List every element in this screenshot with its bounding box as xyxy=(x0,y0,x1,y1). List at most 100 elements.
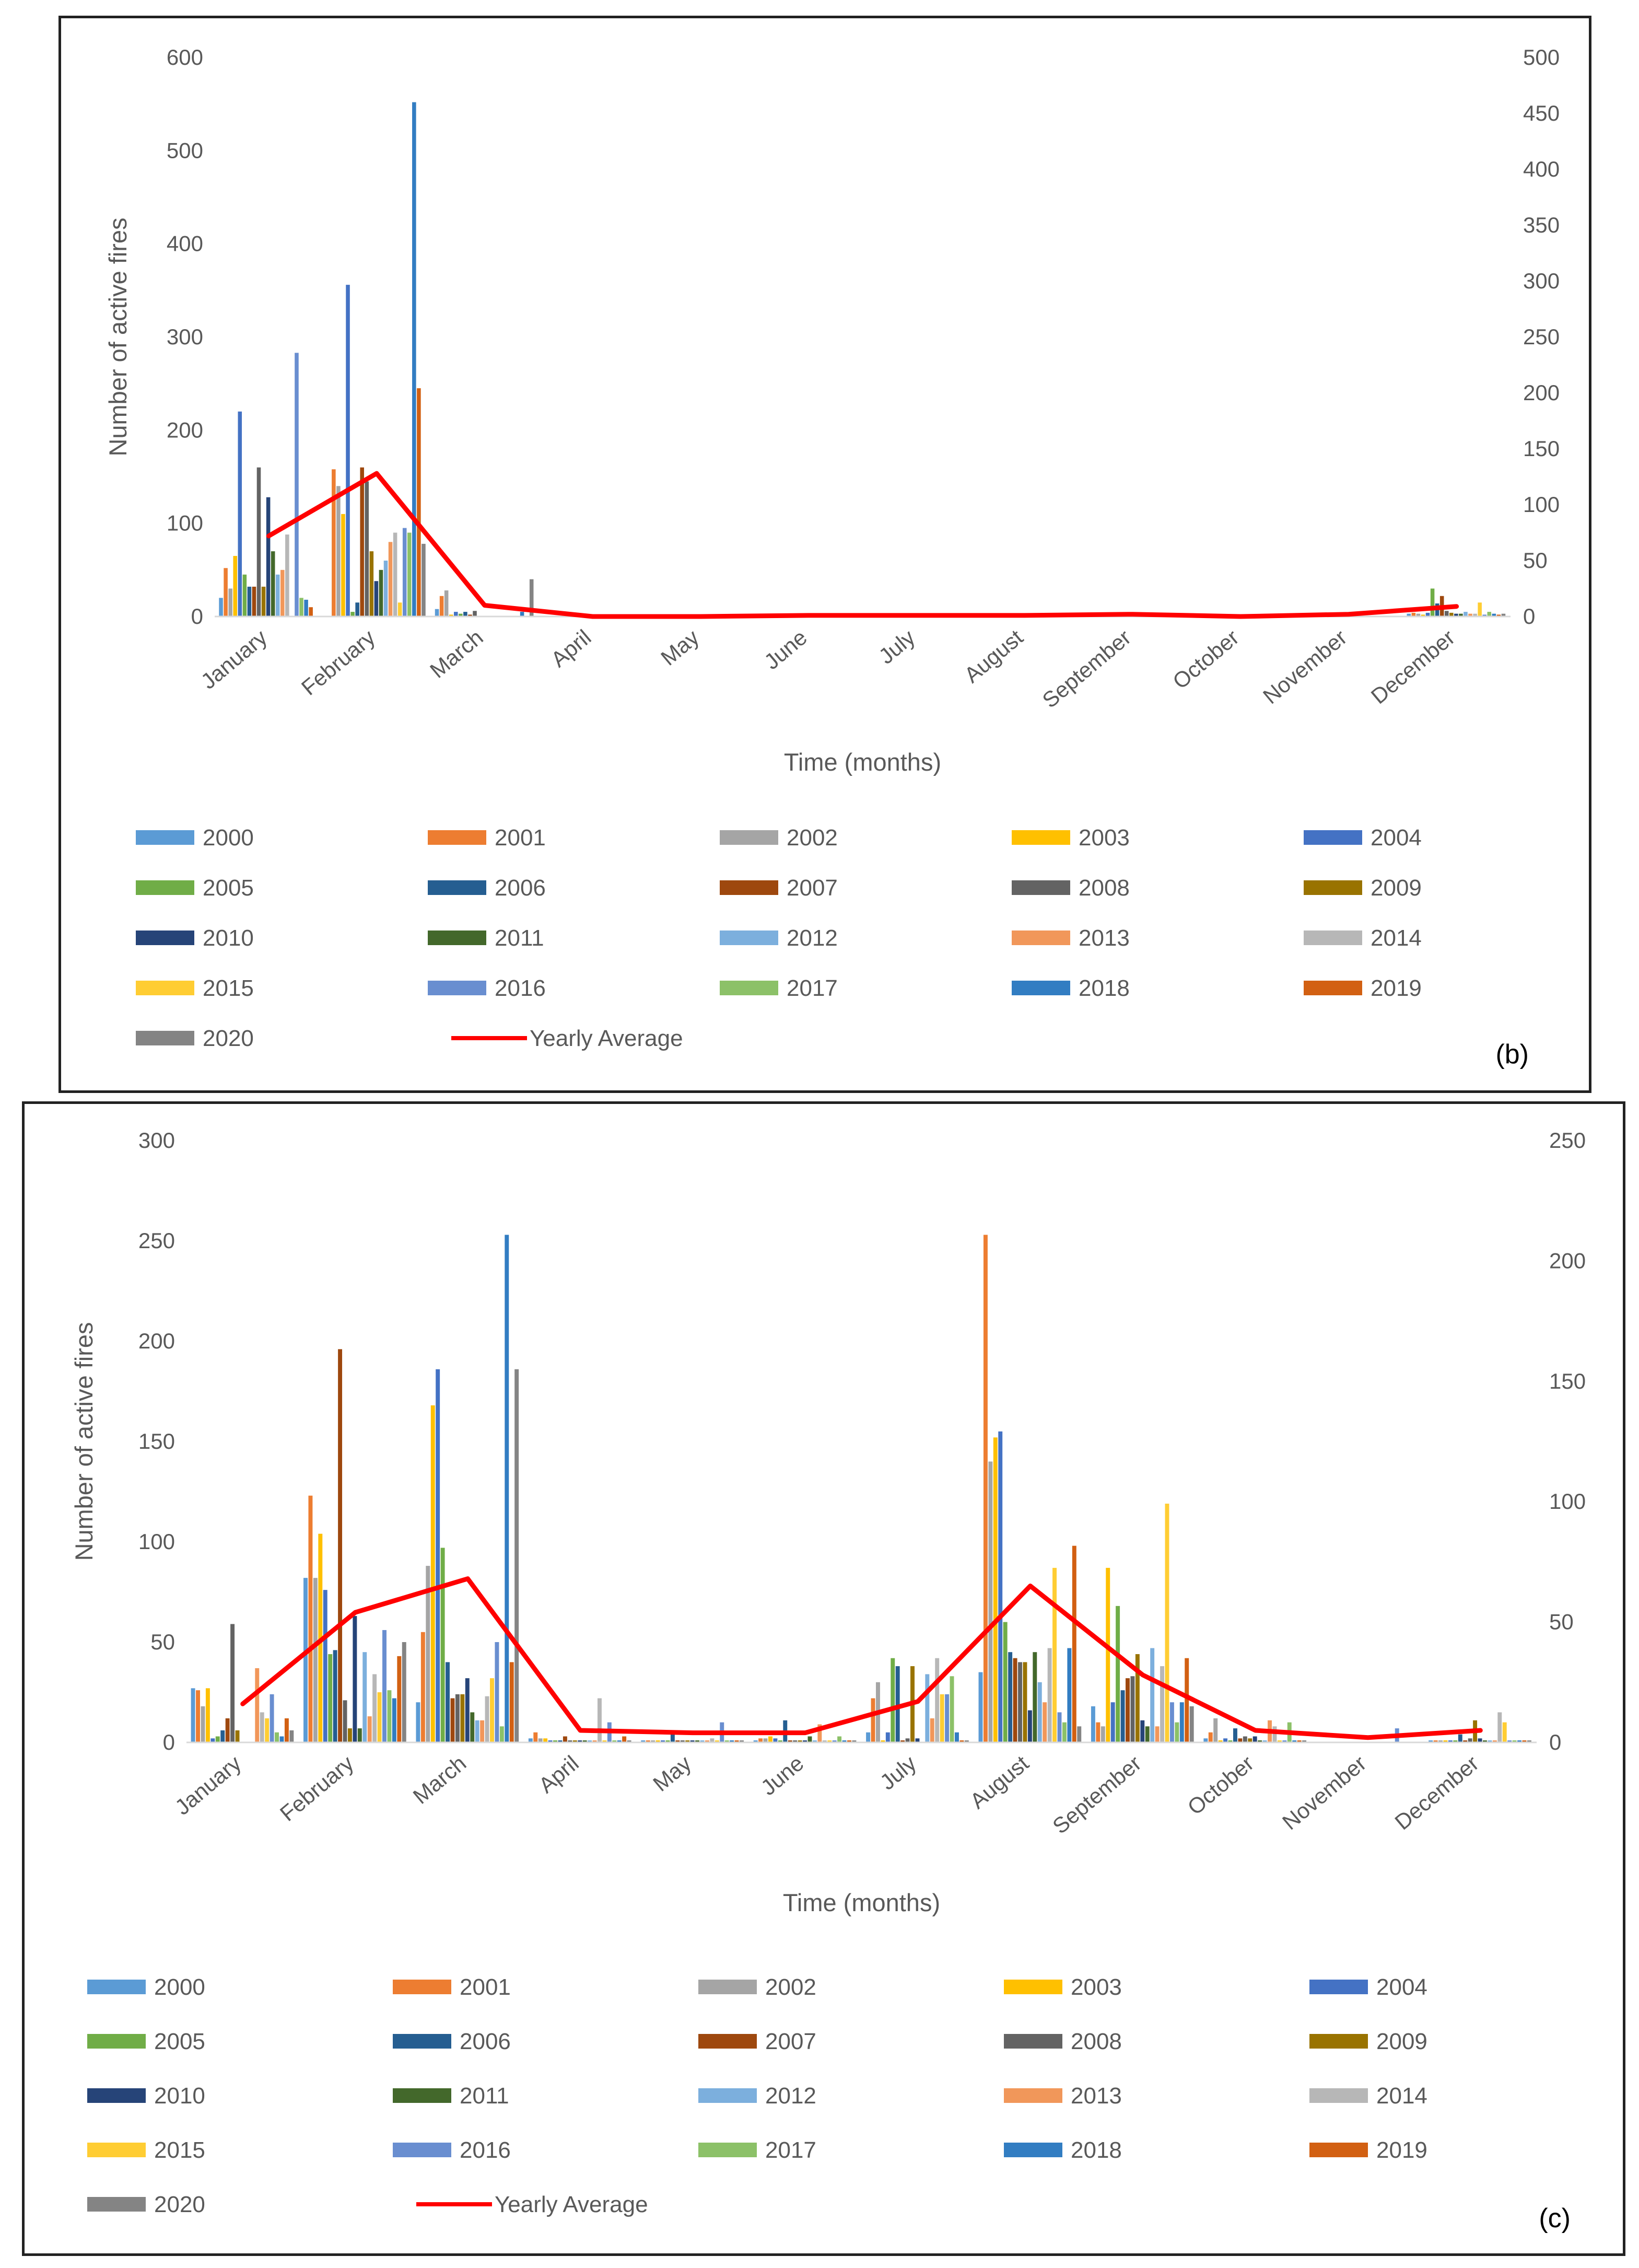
chart-c-legend-swatch-2020 xyxy=(87,2197,146,2212)
chart-b-bar-2001-january xyxy=(224,568,228,617)
chart-b-bar-2011-december xyxy=(1459,613,1463,617)
chart-c-bar-2011-march xyxy=(470,1712,475,1742)
chart-b-x-tick-label: December xyxy=(1366,625,1460,709)
chart-panel-c: 0 50 100 150 200 250 300 0 50 100 150 200 250 January… xyxy=(22,1101,1625,2256)
chart-c-legend-swatch-2006 xyxy=(393,2034,451,2049)
chart-c-bar-2017-april xyxy=(612,1740,617,1742)
chart-b-legend-swatch-2000 xyxy=(136,830,194,845)
chart-b-legend-swatch-2015 xyxy=(136,981,194,995)
chart-b-bar-2003-december xyxy=(1421,614,1425,617)
chart-c-bar-2014-october xyxy=(1272,1726,1277,1742)
chart-c-y-tick-label: 150 xyxy=(138,1429,175,1453)
chart-c-bar-2014-june xyxy=(822,1740,827,1742)
chart-b-x-tick-label: March xyxy=(425,625,488,683)
chart-b-legend-label: 2011 xyxy=(495,925,544,951)
chart-b-legend-label: 2003 xyxy=(1079,825,1130,851)
chart-c-bar-2008-may xyxy=(680,1740,685,1742)
chart-b-bar-2005-february xyxy=(350,612,355,617)
chart-c-bar-2007-september xyxy=(1126,1678,1130,1742)
chart-c-y-tick-label: 300 xyxy=(138,1128,175,1153)
chart-c-x-tick-label: March xyxy=(408,1751,471,1809)
chart-c-x-tick-label: May xyxy=(648,1751,696,1796)
chart-c-bar-2012-july xyxy=(925,1674,930,1742)
chart-c-bar-2015-march xyxy=(490,1678,494,1742)
chart-c-legend-swatch-2013 xyxy=(1004,2088,1062,2103)
chart-c-bar-2019-may xyxy=(734,1740,739,1742)
chart-b-x-tick-label: September xyxy=(1038,625,1136,713)
chart-b-legend-swatch-2017 xyxy=(720,981,778,995)
chart-c-bar-2018-october xyxy=(1292,1740,1297,1742)
chart-c-bar-2006-may xyxy=(670,1734,675,1742)
chart-b-x-tick-label: November xyxy=(1258,625,1352,709)
chart-c-x-axis-title: Time (months) xyxy=(783,1889,940,1916)
chart-c-bar-2016-january xyxy=(270,1694,274,1742)
chart-b-bar-2002-march xyxy=(444,590,449,617)
chart-b-legend-label: Yearly Average xyxy=(530,1026,683,1051)
chart-c-bar-2011-august xyxy=(1033,1652,1037,1742)
chart-b-bar-2006-january xyxy=(247,586,252,617)
chart-b-bar-2014-february xyxy=(393,532,397,617)
chart-c-bar-2007-august xyxy=(1013,1658,1017,1742)
chart-c-bar-2017-december xyxy=(1512,1740,1517,1742)
chart-c-bar-2001-april xyxy=(533,1732,538,1742)
chart-c-bar-2005-april xyxy=(553,1740,557,1742)
chart-c-legend-label: 2010 xyxy=(154,2083,205,2109)
chart-c-legend-label: 2014 xyxy=(1376,2083,1427,2109)
chart-c-bar-2016-july xyxy=(945,1694,950,1742)
chart-c-bar-2011-april xyxy=(582,1740,587,1742)
chart-b-legend-label: 2001 xyxy=(495,825,546,851)
chart-c-bar-2017-july xyxy=(950,1676,954,1742)
chart-c-bar-2002-february xyxy=(313,1578,318,1742)
chart-b-bar-2020-march xyxy=(529,579,534,617)
chart-c-bar-2018-may xyxy=(730,1740,734,1742)
chart-b-legend-label: 2010 xyxy=(203,925,254,951)
chart-c-bar-2009-january xyxy=(235,1730,240,1742)
chart-c-bar-2019-march xyxy=(509,1662,514,1742)
chart-b-legend-label: 2008 xyxy=(1079,875,1130,901)
chart-c-bar-2010-august xyxy=(1027,1710,1032,1742)
chart-c-bar-2001-march xyxy=(420,1632,425,1742)
chart-b-x-axis-title: Time (months) xyxy=(784,748,941,776)
chart-b-y-axis-title: Number of active fires xyxy=(104,217,132,456)
chart-b-legend-swatch-2007 xyxy=(720,880,778,895)
chart-b-legend-swatch-2013 xyxy=(1012,931,1070,945)
chart-b-bar-2019-december xyxy=(1496,614,1501,617)
chart-c-y-tick-label: 0 xyxy=(163,1730,175,1754)
chart-c-bar-2020-august xyxy=(1077,1726,1082,1742)
chart-c-bar-2005-february xyxy=(328,1654,333,1742)
chart-c-bar-2010-february xyxy=(353,1616,357,1742)
chart-b-legend-swatch-2016 xyxy=(428,981,486,995)
chart-c-bar-2009-may xyxy=(685,1740,690,1742)
chart-b-bar-2012-february xyxy=(383,561,388,617)
chart-c-bar-2006-october xyxy=(1233,1728,1237,1742)
chart-c-legend-label: Yearly Average xyxy=(495,2192,648,2217)
chart-c-bar-2017-january xyxy=(275,1732,279,1742)
chart-b-x-tick-label: June xyxy=(759,625,812,674)
chart-c-y-tick-label: 50 xyxy=(150,1630,175,1654)
chart-b-bar-2011-january xyxy=(271,551,275,617)
chart-b-legend-swatch-2012 xyxy=(720,931,778,945)
chart-c-bar-2012-april xyxy=(588,1740,592,1742)
chart-b-bar-2005-march xyxy=(459,613,463,617)
chart-c-bar-2011-february xyxy=(357,1728,362,1742)
chart-c-bar-2019-january xyxy=(284,1718,289,1742)
chart-c-svg: 0 50 100 150 200 250 300 0 50 100 150 200 250 January… xyxy=(70,1128,1586,2234)
chart-b-legend-swatch-2008 xyxy=(1012,880,1070,895)
chart-c-legend-label: 2011 xyxy=(460,2083,509,2109)
chart-c-bar-2019-august xyxy=(1072,1545,1076,1742)
chart-c-x-tick-label: July xyxy=(875,1751,921,1795)
chart-b-y2-tick-label: 500 xyxy=(1523,45,1560,69)
chart-c-bar-2004-december xyxy=(1448,1740,1453,1742)
chart-c-bar-2008-december xyxy=(1468,1738,1472,1742)
chart-c-bar-2013-july xyxy=(930,1718,934,1742)
chart-c-legend-swatch-2008 xyxy=(1004,2034,1062,2049)
chart-b-bar-2017-january xyxy=(299,598,303,617)
chart-b-legend-swatch-2009 xyxy=(1304,880,1362,895)
chart-c-bar-2007-june xyxy=(788,1740,792,1742)
chart-c-bar-2004-june xyxy=(773,1738,778,1742)
chart-c-bar-2015-august xyxy=(1052,1567,1057,1742)
chart-b-bar-2006-february xyxy=(355,602,359,617)
chart-b-y2-tick-label: 100 xyxy=(1523,492,1560,517)
chart-c-bar-2004-july xyxy=(885,1732,890,1742)
chart-b-y2-tick-label: 300 xyxy=(1523,269,1560,293)
